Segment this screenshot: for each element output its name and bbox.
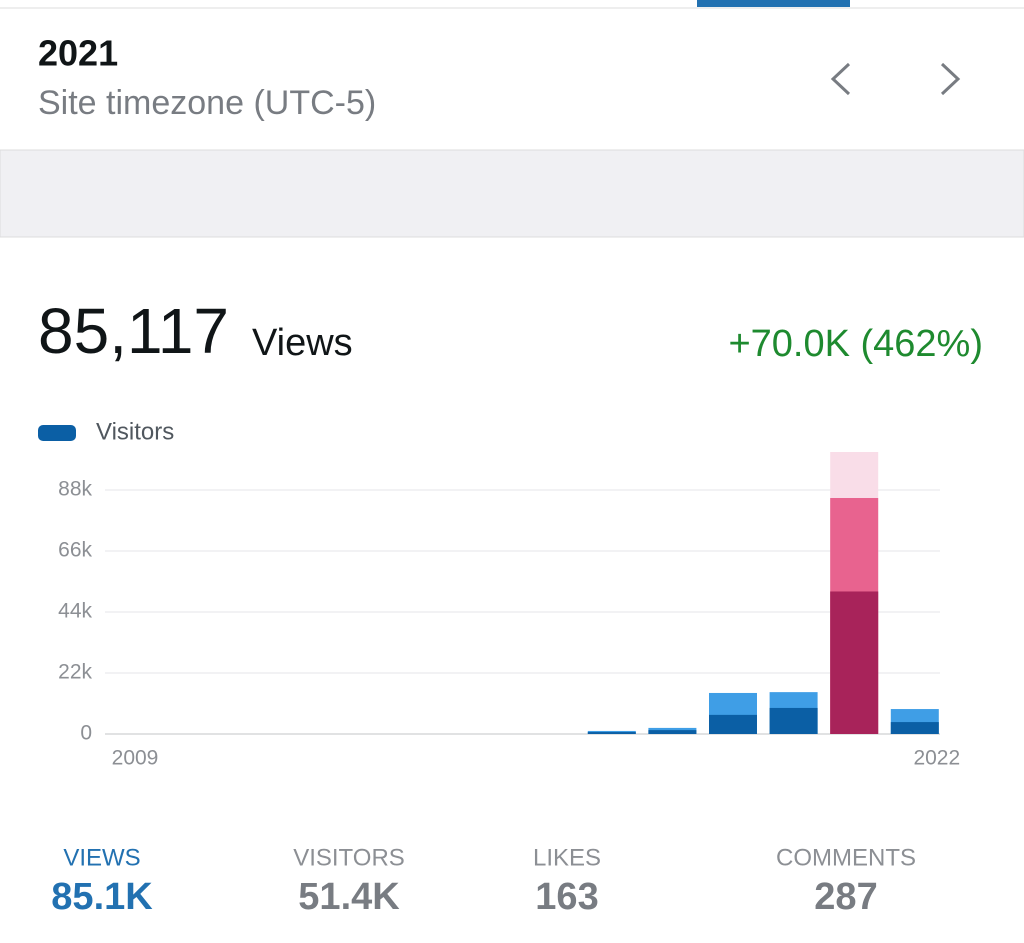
bar	[648, 730, 697, 734]
legend-label: Visitors	[96, 418, 174, 445]
tab-value: 51.4K	[298, 876, 400, 918]
x-tick-label: 2022	[913, 747, 960, 770]
bar	[830, 591, 879, 734]
y-tick-label: 22k	[58, 661, 92, 684]
tab-value: 287	[814, 876, 877, 918]
tab-label: VIEWS	[63, 844, 140, 871]
views-change: +70.0K (462%)	[728, 323, 983, 365]
tab[interactable]: LIKES 163	[533, 844, 601, 918]
prev-button[interactable]	[830, 62, 851, 96]
bar	[709, 714, 757, 734]
tab-indicator	[697, 0, 850, 7]
tab-value: 85.1K	[51, 876, 153, 918]
timezone: Site timezone (UTC-5)	[38, 84, 376, 122]
tabs: VIEWS 85.1K VISITORS 51.4K LIKES 163 COMMENTS 2…	[51, 844, 916, 918]
tab[interactable]: COMMENTS 287	[776, 844, 916, 918]
tab-value: 163	[535, 876, 598, 918]
legend-swatch	[38, 425, 76, 441]
tab[interactable]: VIEWS 85.1K	[51, 844, 153, 918]
y-tick-label: 88k	[58, 478, 92, 501]
bar	[890, 722, 939, 734]
x-tick-label: 2009	[112, 747, 159, 770]
y-tick-label: 44k	[58, 600, 92, 623]
tab-label: VISITORS	[293, 844, 405, 871]
next-button[interactable]	[940, 62, 961, 96]
period-title: 2021	[38, 33, 118, 74]
tab-label: LIKES	[533, 844, 601, 871]
y-tick-label: 66k	[58, 539, 92, 562]
bar	[769, 707, 818, 734]
tab[interactable]: VISITORS 51.4K	[293, 844, 405, 918]
divider-band	[0, 149, 1024, 238]
tab-label: COMMENTS	[776, 844, 916, 871]
y-tick-label: 0	[80, 722, 92, 745]
bar	[587, 732, 636, 734]
views-total: 85,117	[38, 295, 229, 367]
chart: Visitors 0 22k 44k 66k 88k 2009 2022	[38, 418, 960, 770]
views-label: Views	[252, 322, 353, 364]
